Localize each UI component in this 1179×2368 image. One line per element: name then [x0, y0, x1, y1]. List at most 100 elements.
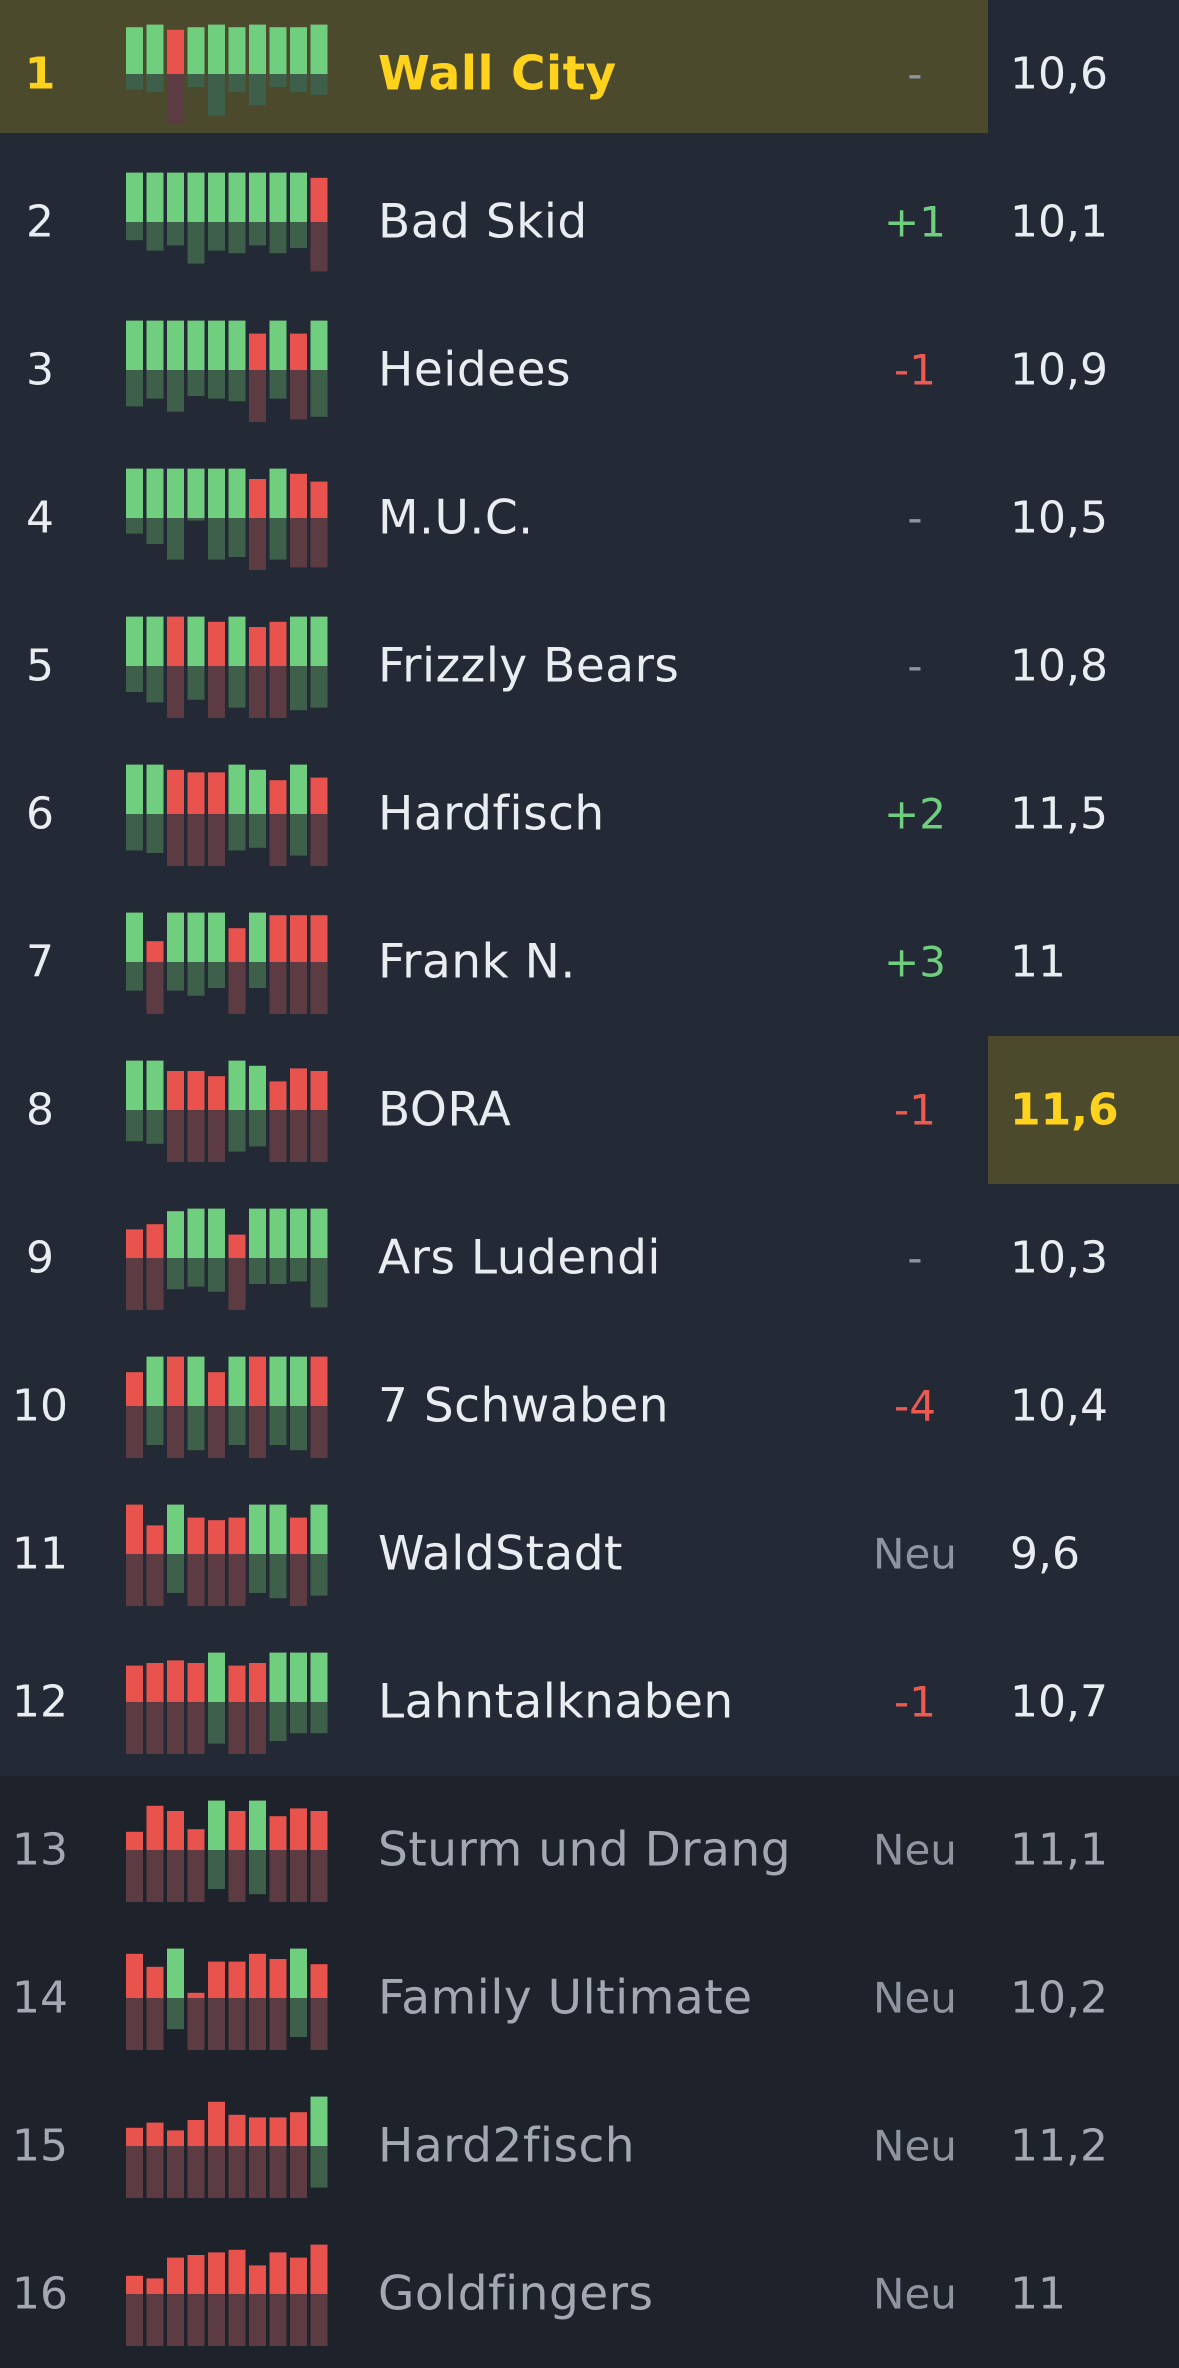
rank-number: 13 — [12, 1824, 68, 1876]
team-name[interactable]: Bad Skid — [378, 194, 588, 250]
standings-row[interactable]: 4 M.U.C. - 10,5 — [0, 444, 1179, 592]
team-name[interactable]: WaldStadt — [378, 1526, 623, 1582]
rank-change: Neu — [873, 2269, 957, 2319]
form-bar-shadow — [208, 1406, 225, 1458]
rank-number: 3 — [26, 344, 54, 396]
team-name[interactable]: Wall City — [378, 46, 617, 102]
form-bar-win — [146, 1060, 164, 1110]
team-name[interactable]: Heidees — [378, 342, 571, 398]
form-bar-loss — [310, 177, 328, 222]
form-sparkline — [126, 1356, 328, 1458]
form-bar-loss — [310, 1356, 328, 1406]
form-bar-loss — [146, 1805, 164, 1850]
rank-change: - — [907, 641, 923, 691]
form-bar-shadow — [126, 814, 143, 851]
team-score: 10,4 — [1010, 1380, 1108, 1432]
form-bar-loss — [249, 2265, 266, 2294]
form-bar-win — [187, 320, 205, 370]
form-bar-loss — [126, 1229, 143, 1258]
form-bar-shadow — [167, 222, 184, 246]
form-bar-loss — [249, 1953, 266, 1998]
form-bar-shadow — [310, 666, 328, 708]
form-bar-loss — [269, 1816, 287, 1850]
standings-row[interactable]: 11 WaldStadt Neu 9,6 — [0, 1480, 1179, 1628]
form-bar-shadow — [249, 2146, 266, 2198]
form-bar-win — [146, 616, 164, 666]
team-name[interactable]: Hard2fisch — [378, 2118, 636, 2174]
team-name[interactable]: M.U.C. — [378, 490, 534, 546]
form-bar-shadow — [310, 370, 328, 417]
standings-row[interactable]: 6 Hardfisch +2 11,5 — [0, 740, 1179, 888]
form-bar-shadow — [187, 1554, 205, 1606]
form-bar-shadow — [269, 962, 287, 1014]
team-name[interactable]: Family Ultimate — [378, 1970, 753, 2026]
rank-change: -1 — [894, 1085, 936, 1135]
standings-row[interactable]: 13 Sturm und Drang Neu 11,1 — [0, 1776, 1179, 1924]
standings-row[interactable]: 3 Heidees -1 10,9 — [0, 296, 1179, 444]
form-bar-loss — [208, 1076, 225, 1110]
rank-number: 5 — [26, 640, 54, 692]
form-bar-shadow — [228, 1406, 246, 1445]
form-bar-shadow — [269, 1850, 287, 1902]
standings-row[interactable]: 2 Bad Skid +1 10,1 — [0, 148, 1179, 296]
form-bar-win — [146, 764, 164, 814]
form-bar-loss — [290, 1808, 307, 1850]
form-bar-shadow — [187, 74, 205, 87]
form-bar-shadow — [146, 2294, 164, 2346]
standings-row[interactable]: 1 Wall City - 10,6 — [0, 0, 1179, 148]
standings-row[interactable]: 5 Frizzly Bears - 10,8 — [0, 592, 1179, 740]
form-bar-shadow — [269, 2146, 287, 2198]
team-name[interactable]: BORA — [378, 1082, 512, 1138]
form-bar-loss — [249, 1663, 266, 1702]
standings-row[interactable]: 8 BORA -1 11,6 — [0, 1036, 1179, 1184]
form-bar-win — [167, 1211, 184, 1258]
team-name[interactable]: Hardfisch — [378, 786, 605, 842]
form-bar-shadow — [146, 814, 164, 853]
form-bar-shadow — [167, 962, 184, 991]
form-bar-win — [310, 616, 328, 666]
standings-row[interactable]: 7 Frank N. +3 11 — [0, 888, 1179, 1036]
standings-row[interactable]: 16 Goldfingers Neu 11 — [0, 2220, 1179, 2368]
standings-row[interactable]: 14 Family Ultimate Neu 10,2 — [0, 1924, 1179, 2072]
form-bar-win — [126, 172, 143, 222]
form-bar-shadow — [126, 370, 143, 407]
team-name[interactable]: Sturm und Drang — [378, 1822, 792, 1878]
form-bar-loss — [290, 2112, 307, 2146]
form-bar-shadow — [126, 1702, 143, 1754]
form-bar-shadow — [249, 370, 266, 422]
form-bar-shadow — [187, 1406, 205, 1451]
team-name[interactable]: Ars Ludendi — [378, 1230, 661, 1286]
form-bar-win — [269, 1356, 287, 1406]
standings-row[interactable]: 10 7 Schwaben -4 10,4 — [0, 1332, 1179, 1480]
form-bar-shadow — [249, 518, 266, 570]
form-bar-shadow — [146, 1110, 164, 1144]
form-bar-shadow — [269, 370, 287, 399]
form-sparkline — [126, 912, 328, 1014]
form-bar-shadow — [167, 1258, 184, 1290]
team-name[interactable]: Frizzly Bears — [378, 638, 680, 694]
team-name[interactable]: Lahntalknaben — [378, 1674, 734, 1730]
form-bar-shadow — [126, 1554, 143, 1606]
form-bar-shadow — [310, 962, 328, 1014]
form-bar-shadow — [290, 1258, 307, 1282]
rank-change: - — [907, 1233, 923, 1283]
rank-change: Neu — [873, 2121, 957, 2171]
rank-number: 2 — [26, 196, 54, 248]
form-bar-shadow — [187, 1258, 205, 1287]
form-bar-win — [167, 912, 184, 962]
rank-number: 10 — [12, 1380, 68, 1432]
team-name[interactable]: Frank N. — [378, 934, 576, 990]
form-bar-shadow — [290, 1998, 307, 2037]
form-bar-win — [167, 172, 184, 222]
form-bar-shadow — [208, 814, 225, 866]
standings-row[interactable]: 12 Lahntalknaben -1 10,7 — [0, 1628, 1179, 1776]
form-bar-shadow — [146, 1850, 164, 1902]
team-name[interactable]: 7 Schwaben — [378, 1378, 670, 1434]
form-bar-win — [269, 27, 287, 74]
standings-row[interactable]: 9 Ars Ludendi - 10,3 — [0, 1184, 1179, 1332]
form-bar-shadow — [187, 370, 205, 396]
standings-row[interactable]: 15 Hard2fisch Neu 11,2 — [0, 2072, 1179, 2220]
form-bar-win — [249, 912, 266, 962]
form-bar-shadow — [269, 74, 287, 87]
team-name[interactable]: Goldfingers — [378, 2266, 654, 2322]
